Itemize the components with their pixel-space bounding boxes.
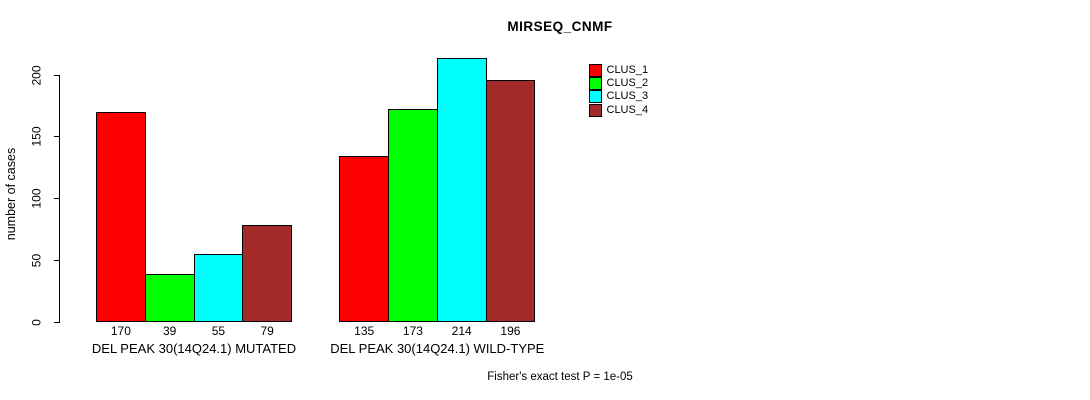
bar-value-label: 79 — [260, 323, 274, 338]
y-tick-label: 150 — [29, 126, 44, 147]
fisher-test-annotation: Fisher's exact test P = 1e-05 — [487, 371, 633, 383]
bar-clus_2-group2 — [388, 108, 438, 323]
bar-clus_4-group2 — [485, 80, 536, 323]
bar-clus_3-group2 — [436, 57, 487, 323]
legend-swatch-clus_4 — [589, 103, 602, 117]
bar-value-label: 196 — [500, 323, 521, 338]
y-tick-label: 200 — [29, 65, 44, 86]
bar-clus_2-group1 — [144, 274, 195, 323]
y-tick — [54, 74, 59, 76]
group-label: DEL PEAK 30(14Q24.1) WILD-TYPE — [330, 340, 545, 356]
bar-value-label: 55 — [211, 323, 226, 338]
bar-clus_1-group2 — [339, 155, 390, 323]
y-tick-label: 100 — [29, 188, 44, 209]
bar-value-label: 135 — [354, 323, 375, 338]
y-axis-title: number of cases — [4, 147, 18, 241]
legend-swatch-clus_3 — [589, 90, 602, 104]
y-tick — [54, 260, 59, 262]
chart-title: MIRSEQ_CNMF — [507, 19, 613, 34]
group-label: DEL PEAK 30(14Q24.1) MUTATED — [91, 340, 297, 356]
bar-value-label: 214 — [451, 323, 472, 338]
bar-value-label: 39 — [162, 323, 177, 338]
legend-label: CLUS_1 — [606, 64, 649, 76]
legend-label: CLUS_4 — [606, 103, 649, 116]
y-tick — [54, 322, 59, 323]
y-axis-line — [59, 75, 60, 323]
bar-value-label: 170 — [110, 323, 131, 338]
legend-label: CLUS_3 — [606, 90, 649, 103]
y-tick-label: 50 — [29, 253, 44, 268]
bar-clus_3-group1 — [193, 254, 244, 323]
bar-clus_1-group1 — [96, 112, 146, 323]
bar-value-label: 173 — [402, 323, 423, 338]
legend-swatch-clus_2 — [589, 77, 602, 91]
legend-label: CLUS_2 — [606, 77, 649, 90]
y-tick — [54, 198, 59, 200]
bar-clus_4-group1 — [242, 224, 292, 323]
legend-swatch-clus_1 — [589, 64, 602, 77]
y-tick-label: 0 — [29, 319, 44, 326]
y-tick — [54, 136, 59, 138]
